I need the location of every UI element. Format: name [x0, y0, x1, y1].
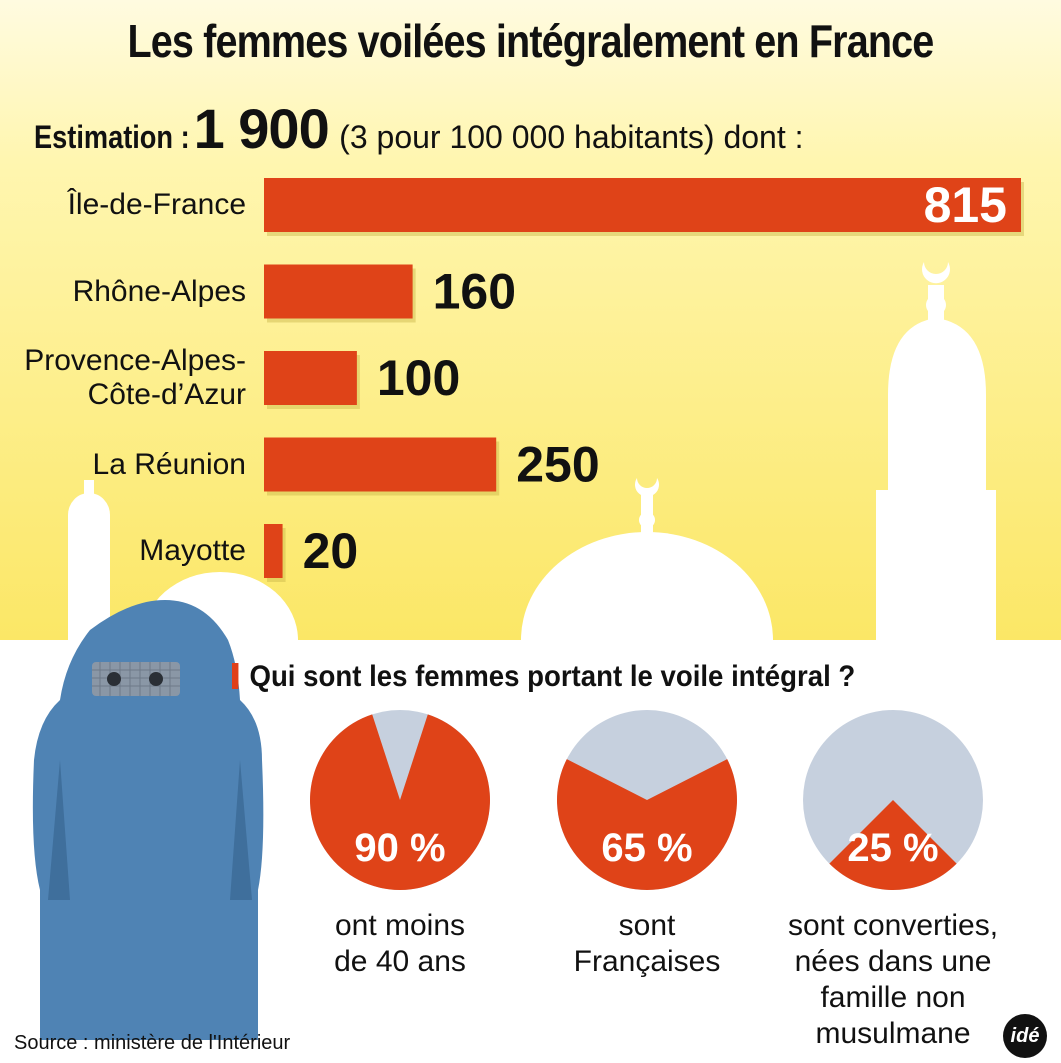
- bar-0: [264, 178, 1021, 232]
- bar-3: [264, 437, 497, 492]
- bar-4: [264, 524, 283, 578]
- estimation-detail: (3 pour 100 000 habitants) dont :: [339, 119, 804, 155]
- bar-value-label: 160: [433, 264, 516, 320]
- estimation-value: 1 900: [193, 97, 330, 160]
- region-label: Provence-Alpes- Côte-d’Azur: [24, 344, 246, 411]
- page-title: Les femmes voilées intégralement en Fran…: [127, 15, 934, 67]
- region-label: Rhône-Alpes: [72, 274, 246, 308]
- region-bar-chart: 815 160 100 250 20: [264, 177, 1024, 582]
- bar-2: [264, 351, 357, 405]
- ide-logo-icon: idé: [1003, 1014, 1047, 1058]
- source-note: Source : ministère de l'Intérieur: [14, 1032, 291, 1054]
- region-label: Mayotte: [139, 534, 246, 567]
- pie-caption: sont converties, nées dans une famille non…: [787, 909, 999, 1050]
- bar-1: [264, 264, 413, 319]
- bar-value-label: 100: [377, 350, 460, 406]
- veiled-woman-icon: [32, 600, 264, 1040]
- pie-caption: ont moins de 40 ans: [334, 909, 466, 978]
- pie-section-title: Qui sont les femmes portant le voile int…: [232, 660, 855, 694]
- estimation-line: Estimation : 1 900 (3 pour 100 000 habit…: [34, 96, 804, 161]
- pie-caption: sont Françaises: [573, 909, 721, 978]
- bar-value-label: 20: [303, 523, 359, 579]
- region-label: La Réunion: [92, 447, 246, 481]
- estimation-label: Estimation :: [34, 119, 190, 155]
- bar-value-label: 250: [516, 437, 599, 493]
- bar-value-label: 815: [924, 177, 1007, 233]
- region-label: Île-de-France: [67, 188, 246, 221]
